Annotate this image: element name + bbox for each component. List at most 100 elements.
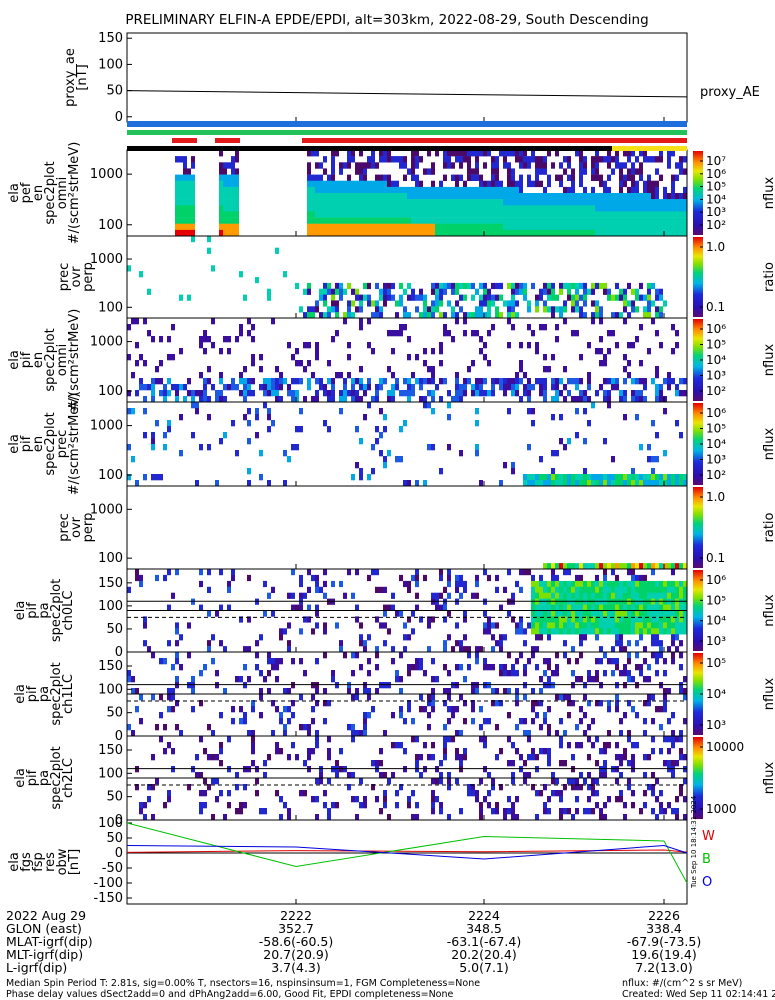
spectrogram-cell <box>655 432 659 439</box>
spectrogram-cell <box>651 156 655 163</box>
y-axis-label-line: #/(scm²strMeV) <box>67 142 82 245</box>
spectrogram-cell <box>623 180 627 188</box>
spectrogram-cell <box>303 592 307 599</box>
spectrogram-cell <box>431 348 435 355</box>
spectrogram-cell <box>611 205 615 212</box>
y-axis-label-line: pif <box>19 351 34 368</box>
spectrogram-cell <box>487 294 491 301</box>
spectrogram-cell <box>511 150 515 157</box>
spectrogram-cell <box>363 211 367 218</box>
spectrogram-cell <box>319 217 323 224</box>
spectrogram-cell <box>563 306 567 313</box>
spectrogram-cell <box>523 199 527 206</box>
spectrogram-cell <box>499 223 503 231</box>
spectrogram-cell <box>447 778 451 785</box>
spectrogram-cell <box>179 211 183 218</box>
spectrogram-cell <box>359 174 363 181</box>
spectrogram-cell <box>671 712 675 719</box>
spectrogram-cell <box>603 193 607 200</box>
spectrogram-cell <box>523 694 527 701</box>
spectrogram-cell <box>563 156 567 163</box>
spectrogram-cell <box>163 574 167 582</box>
spectrogram-cell <box>579 628 583 635</box>
spectrogram-cell <box>431 658 435 665</box>
spectrogram-cell <box>279 718 283 725</box>
spectrogram-cell <box>367 162 371 169</box>
spectrogram-cell <box>671 324 675 331</box>
spectrogram-cell <box>243 384 247 391</box>
spectrogram-cell <box>623 814 627 821</box>
y-tick-label: 50 <box>106 622 123 637</box>
spectrogram-cell <box>635 336 639 343</box>
spectrogram-cell <box>219 372 223 379</box>
spectrogram-cell <box>351 474 355 481</box>
spectrogram-cell <box>139 808 143 815</box>
spectrogram-cell <box>279 384 283 391</box>
spectrogram-cell <box>331 300 335 307</box>
spectrogram-cell <box>607 223 611 231</box>
spectrogram-cell <box>643 574 647 582</box>
spectrogram-cell <box>391 199 395 206</box>
spectrogram-cell <box>207 586 211 593</box>
spectrogram-cell <box>511 324 515 331</box>
spectrogram-cell <box>223 186 227 194</box>
spectrogram-cell <box>539 616 543 623</box>
spectrogram-cell <box>547 622 551 629</box>
spectrogram-cell <box>323 217 327 224</box>
spectrogram-cell <box>543 480 547 487</box>
spectrogram-cell <box>491 162 495 169</box>
spectrogram-cell <box>383 414 387 421</box>
spectrogram-cell <box>359 634 363 641</box>
spectrogram-cell <box>323 180 327 188</box>
spectrogram-cell <box>667 378 671 385</box>
spectrogram-cell <box>367 180 371 188</box>
spectrogram-cell <box>235 223 239 231</box>
spectrogram-cell <box>295 360 299 367</box>
spectrogram-cell <box>267 288 271 295</box>
spectrogram-cell <box>671 610 675 617</box>
spectrogram-cell <box>235 676 239 683</box>
spectrogram-cell <box>575 480 579 487</box>
spectrogram-cell <box>603 360 607 367</box>
spectrogram-cell <box>511 300 515 307</box>
spectrogram-cell <box>651 318 655 325</box>
spectrogram-cell <box>527 300 531 307</box>
spectrogram-cell <box>307 288 311 295</box>
spectrogram-cell <box>559 736 563 743</box>
spectrogram-cell <box>475 790 479 797</box>
spectrogram-cell <box>319 211 323 218</box>
side-stamp: Tue Sep 10 18:14:31 2024 <box>690 795 698 889</box>
spectrogram-cell <box>235 156 239 163</box>
spectrogram-cell <box>643 186 647 194</box>
spectrogram-cell <box>215 778 219 785</box>
spectrogram-cell <box>327 748 331 755</box>
spectrogram-cell <box>175 199 179 206</box>
spectrogram-cell <box>307 360 311 367</box>
spectrogram-cell <box>547 724 551 731</box>
spectrogram-cell <box>439 772 443 779</box>
spectrogram-cell <box>623 217 627 224</box>
spectrogram-cell <box>351 724 355 731</box>
spectrogram-cell <box>527 229 531 237</box>
spectrogram-cell <box>551 211 555 218</box>
spectrogram-cell <box>223 814 227 821</box>
spectrogram-cell <box>223 193 227 200</box>
spectrogram-cell <box>435 796 439 803</box>
spectrogram-cell <box>431 306 435 313</box>
spectrogram-cell <box>599 628 603 635</box>
spectrogram-cell <box>375 664 379 671</box>
spectrogram-cell <box>463 211 467 218</box>
spectrogram-cell <box>183 199 187 206</box>
spectrogram-cell <box>407 580 411 588</box>
spectrogram-cell <box>531 604 535 611</box>
spectrogram-cell <box>683 563 687 570</box>
spectrogram-cell <box>647 563 651 570</box>
spectrogram-cell <box>575 586 579 593</box>
spectrogram-cell <box>231 180 235 188</box>
spectrogram-cell <box>355 569 359 576</box>
spectrogram-cell <box>423 294 427 301</box>
spectrogram-cell <box>431 742 435 749</box>
spectrogram-cell <box>283 706 287 713</box>
spectrogram-cell <box>675 342 679 349</box>
spectrogram-cell <box>635 616 639 623</box>
